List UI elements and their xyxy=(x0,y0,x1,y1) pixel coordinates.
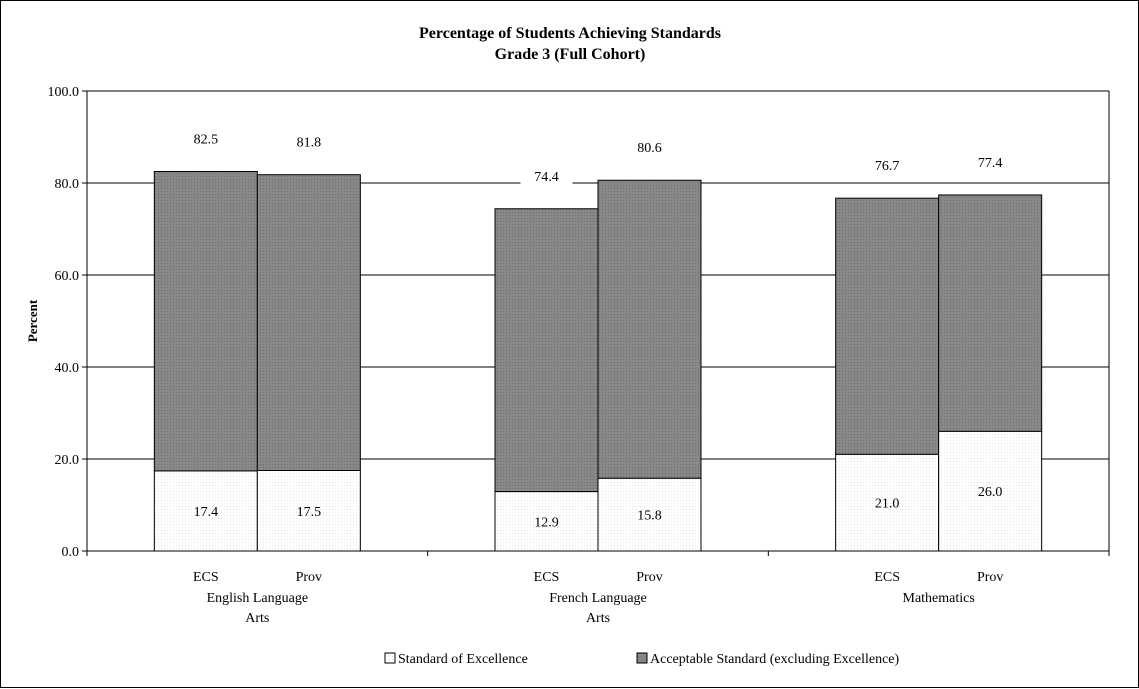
x-tick-label: Prov xyxy=(296,570,322,585)
y-tick-label: 100.0 xyxy=(48,85,80,100)
excellence-data-label: 26.0 xyxy=(978,485,1003,500)
total-data-label: 82.5 xyxy=(194,133,219,148)
y-tick-label: 40.0 xyxy=(55,361,80,376)
group-label: Arts xyxy=(586,611,610,626)
bar-excellence-segment xyxy=(597,477,702,552)
x-tick-label: Prov xyxy=(636,570,662,585)
excellence-data-label: 21.0 xyxy=(875,497,900,512)
y-axis-label: Percent xyxy=(25,299,40,342)
bar-excellence-segment xyxy=(835,453,940,552)
group-label: Arts xyxy=(245,611,269,626)
bar-excellence-segment xyxy=(938,430,1043,552)
excellence-data-label: 17.4 xyxy=(194,505,219,520)
x-tick-label: ECS xyxy=(874,570,900,585)
legend-label: Standard of Excellence xyxy=(398,652,528,667)
x-tick-label: ECS xyxy=(534,570,560,585)
total-label-background xyxy=(964,151,1017,172)
total-data-label: 74.4 xyxy=(534,170,559,185)
bar-acceptable-segment xyxy=(494,208,599,493)
y-tick-label: 0.0 xyxy=(62,545,80,560)
total-label-background xyxy=(861,155,914,176)
plot-area: 0.0 20.0 40.0 60.0 80.0 100.0 17.4 82.5 ECS 17.5 8… xyxy=(48,85,1110,626)
total-data-label: 80.6 xyxy=(637,141,662,156)
bar-acceptable-segment xyxy=(256,174,361,471)
legend-swatch xyxy=(636,652,648,664)
group-label: English Language xyxy=(207,591,308,606)
total-data-label: 76.7 xyxy=(875,159,900,174)
total-data-label: 81.8 xyxy=(297,136,322,151)
bar-acceptable-segment xyxy=(597,179,702,479)
legend-swatch xyxy=(384,652,396,664)
bar-acceptable-segment xyxy=(835,197,940,455)
legend-label: Acceptable Standard (excluding Excellenc… xyxy=(650,652,899,667)
total-data-label: 77.4 xyxy=(978,156,1003,171)
legend: Standard of Excellence Acceptable Standar… xyxy=(384,652,899,667)
excellence-data-label: 15.8 xyxy=(637,509,662,524)
total-label-background xyxy=(179,128,232,149)
total-label-background xyxy=(282,131,335,152)
y-tick-label: 20.0 xyxy=(55,453,80,468)
group-label: French Language xyxy=(549,591,647,606)
x-tick-label: Prov xyxy=(977,570,1003,585)
bar-excellence-segment xyxy=(256,470,361,552)
y-tick-label: 80.0 xyxy=(55,177,80,192)
chart-subtitle: Grade 3 (Full Cohort) xyxy=(495,46,646,63)
total-label-background xyxy=(520,165,573,186)
y-tick-label: 60.0 xyxy=(55,269,80,284)
x-tick-label: ECS xyxy=(193,570,219,585)
group-label: Mathematics xyxy=(903,591,975,606)
excellence-data-label: 17.5 xyxy=(297,505,322,520)
total-label-background xyxy=(623,137,676,158)
excellence-data-label: 12.9 xyxy=(534,515,559,530)
chart-title: Percentage of Students Achieving Standar… xyxy=(419,25,721,42)
bar-acceptable-segment xyxy=(153,171,258,472)
bar-acceptable-segment xyxy=(938,194,1043,432)
